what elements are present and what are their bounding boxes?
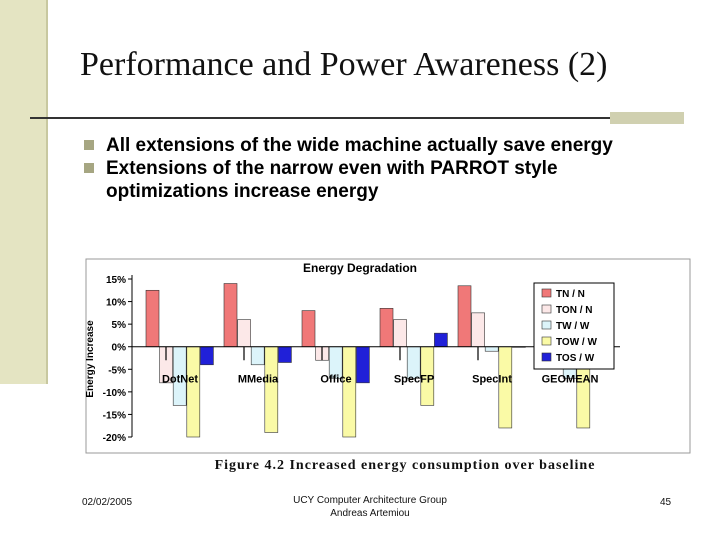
y-tick-label: 5% [112,320,127,331]
bar [471,312,485,348]
x-category-label: Office [320,373,351,385]
bar [250,346,265,366]
legend-label: TN / N [556,289,585,300]
bullet-list: All extensions of the wide machine actua… [84,134,684,203]
y-axis-label: Energy Increase [85,320,96,398]
y-axis-ticks: 15% 10% 5% 0% -5% -10% -15% -20% [103,275,133,444]
title-underline-tab [610,112,684,124]
bar [393,319,407,348]
bar [434,332,448,348]
footer-group: UCY Computer Architecture Group [293,495,447,506]
bullet-item: All extensions of the wide machine actua… [84,134,684,157]
bar [264,346,279,433]
left-decor-line [46,0,48,384]
slide-title: Performance and Power Awareness (2) [80,46,608,83]
y-tick-label: -5% [108,365,126,376]
x-category-label: DotNet [162,373,198,385]
left-decor-bar [0,0,48,384]
figure-caption: Figure 4.2 Increased energy consumption … [215,458,596,473]
legend-label: TW / W [556,321,590,332]
y-tick-label: -10% [103,388,126,399]
bar [186,346,201,438]
bar [457,285,472,348]
y-tick-label: 15% [106,275,126,286]
bar [145,289,160,348]
bar [342,346,357,438]
bar [200,346,214,366]
legend-label: TOW / W [556,337,597,348]
legend-swatch [541,304,552,314]
bar [278,346,292,363]
legend-swatch [541,288,552,298]
bar [301,310,316,348]
bar [498,346,513,429]
bar [484,346,499,352]
legend-swatch [541,320,552,330]
title-underline [30,117,662,119]
bar [356,346,370,384]
x-category-label: GEOMEAN [542,373,599,385]
legend-swatch [541,352,552,362]
footer-credit: UCY Computer Architecture Group Andreas … [260,494,480,520]
chart-legend: TN / N TON / N TW / W TOW / W TOS / W [533,282,615,370]
y-tick-label: 0% [112,343,127,354]
bar [379,308,394,348]
footer-author: Andreas Artemiou [330,508,410,519]
legend-swatch [541,336,552,346]
bar [223,283,238,348]
x-category-label: SpecInt [472,373,512,385]
bullet-text: All extensions of the wide machine actua… [106,135,613,156]
x-category-label: MMedia [238,373,279,385]
y-tick-label: -15% [103,410,126,421]
footer-date: 02/02/2005 [82,497,133,508]
x-axis-labels: DotNet MMedia Office SpecFP SpecInt GEOMEAN [162,373,599,385]
x-category-label: SpecFP [394,373,434,385]
energy-degradation-chart: Energy Degradation Energy Increase 15% 10… [85,258,691,473]
square-bullet-icon [84,140,94,150]
chart-title: Energy Degradation [303,261,417,275]
square-bullet-icon [84,163,94,173]
bullet-text: Extensions of the narrow even with PARRO… [106,158,558,202]
y-tick-label: 10% [106,298,126,309]
bullet-item: Extensions of the narrow even with PARRO… [84,157,684,203]
legend-label: TON / N [556,305,592,316]
footer-page-number: 45 [660,497,672,508]
legend-label: TOS / W [556,353,595,364]
chart-figure: Energy Degradation Energy Increase 15% 10… [60,255,694,480]
bar [237,319,251,348]
y-tick-label: -20% [103,433,126,444]
